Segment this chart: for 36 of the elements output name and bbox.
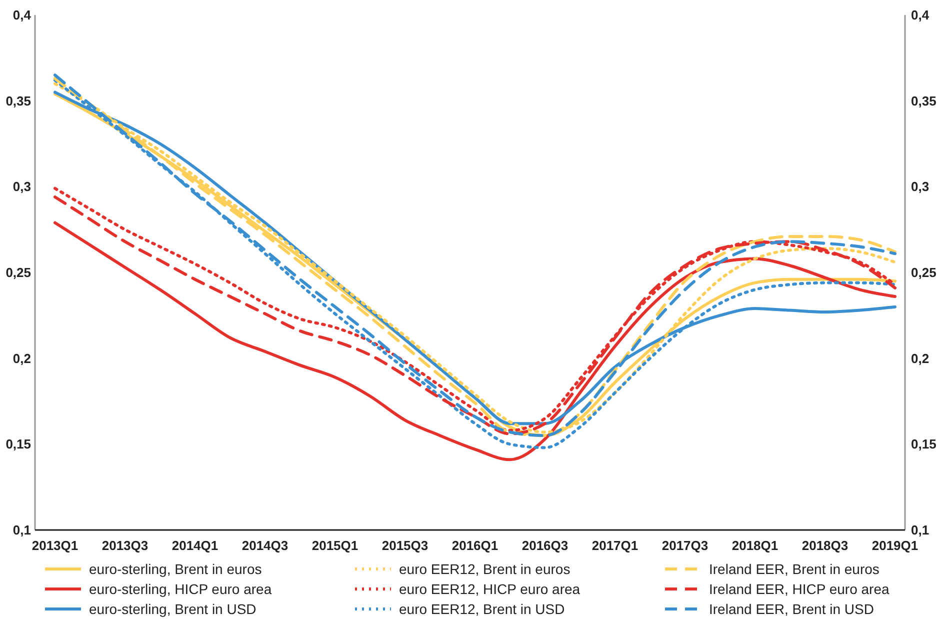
legend-label: euro-sterling, Brent in euros	[89, 560, 262, 577]
x-tick-label: 2013Q3	[102, 538, 148, 553]
y-tick-label: 0,2	[12, 350, 31, 366]
legend-label: Ireland EER, HICP euro area	[709, 580, 890, 597]
x-tick-label: 2017Q1	[592, 538, 638, 553]
x-tick-label: 2013Q1	[32, 538, 78, 553]
x-tick-label: 2015Q1	[312, 538, 358, 553]
y-tick-label: 0,3	[12, 179, 31, 194]
y2-tick-label: 0,15	[911, 436, 936, 452]
y-tick-label: 0,4	[12, 8, 32, 23]
x-tick-label: 2014Q3	[242, 538, 288, 553]
legend-label: euro EER12, Brent in euros	[399, 560, 570, 577]
x-tick-label: 2014Q1	[172, 538, 218, 553]
y2-tick-label: 0,2	[911, 350, 930, 366]
y2-tick-label: 0,1	[911, 522, 930, 538]
y2-tick-label: 0,35	[911, 93, 936, 108]
x-tick-label: 2016Q3	[522, 538, 568, 553]
x-tick-label: 2016Q1	[452, 538, 498, 553]
y2-tick-label: 0,4	[911, 8, 930, 23]
x-tick-label: 2015Q3	[382, 538, 428, 553]
legend-label: Ireland EER, Brent in euros	[709, 560, 880, 577]
x-tick-label: 2019Q1	[872, 538, 918, 553]
legend-label: euro EER12, HICP euro area	[399, 580, 580, 597]
y2-tick-label: 0,25	[911, 265, 936, 280]
y-tick-label: 0,1	[12, 522, 31, 538]
legend-label: Ireland EER, Brent in USD	[709, 600, 874, 617]
y-tick-label: 0,25	[6, 265, 31, 280]
legend-label: euro-sterling, Brent in USD	[89, 600, 256, 617]
y2-tick-label: 0,3	[911, 179, 930, 194]
x-tick-label: 2018Q3	[802, 538, 848, 553]
x-tick-label: 2018Q1	[732, 538, 778, 553]
y-tick-label: 0,35	[6, 93, 31, 108]
legend-label: euro EER12, Brent in USD	[399, 600, 565, 617]
legend-label: euro-sterling, HICP euro area	[89, 580, 272, 597]
x-tick-label: 2017Q3	[662, 538, 708, 553]
y-tick-label: 0,15	[6, 436, 31, 452]
